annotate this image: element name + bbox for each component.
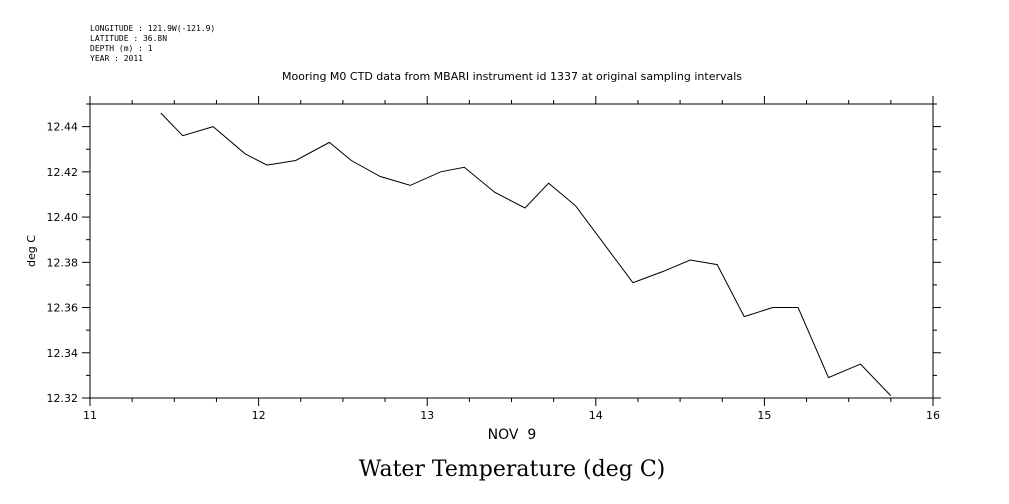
x-tick-label: 14: [589, 409, 603, 422]
x-tick-label: 13: [420, 409, 434, 422]
y-tick-label: 12.32: [47, 392, 79, 405]
y-tick-label: 12.38: [47, 256, 79, 269]
data-series: [160, 112, 892, 397]
y-tick-label: 12.42: [47, 166, 79, 179]
variable-title: Water Temperature (deg C): [359, 457, 666, 482]
y-tick-label: 12.44: [47, 121, 79, 134]
meta-year: YEAR : 2011: [90, 54, 143, 63]
x-tick-label: 15: [757, 409, 771, 422]
plot-frame: [89, 103, 934, 399]
chart-title: Mooring M0 CTD data from MBARI instrumen…: [282, 70, 742, 83]
temperature-series-line: [160, 112, 892, 397]
y-tick-label: 12.34: [47, 347, 79, 360]
axis-tick-labels: 11 12 13 14 15 16 12.32 12.34 12.36 12.38 12.40 12.…: [47, 121, 941, 422]
y-tick-label: 12.40: [47, 211, 79, 224]
y-axis-label: deg C: [25, 235, 38, 267]
x-axis-label: NOV 9: [488, 427, 537, 443]
x-tick-label: 11: [83, 409, 97, 422]
meta-longitude: LONGITUDE : 121.9W(-121.9): [90, 24, 215, 33]
x-tick-label: 16: [926, 409, 940, 422]
x-tick-label: 12: [252, 409, 266, 422]
meta-depth: DEPTH (m) : 1: [90, 44, 153, 53]
axis-ticks: [82, 96, 941, 406]
y-tick-label: 12.36: [47, 302, 79, 315]
meta-latitude: LATITUDE : 36.8N: [90, 34, 167, 43]
